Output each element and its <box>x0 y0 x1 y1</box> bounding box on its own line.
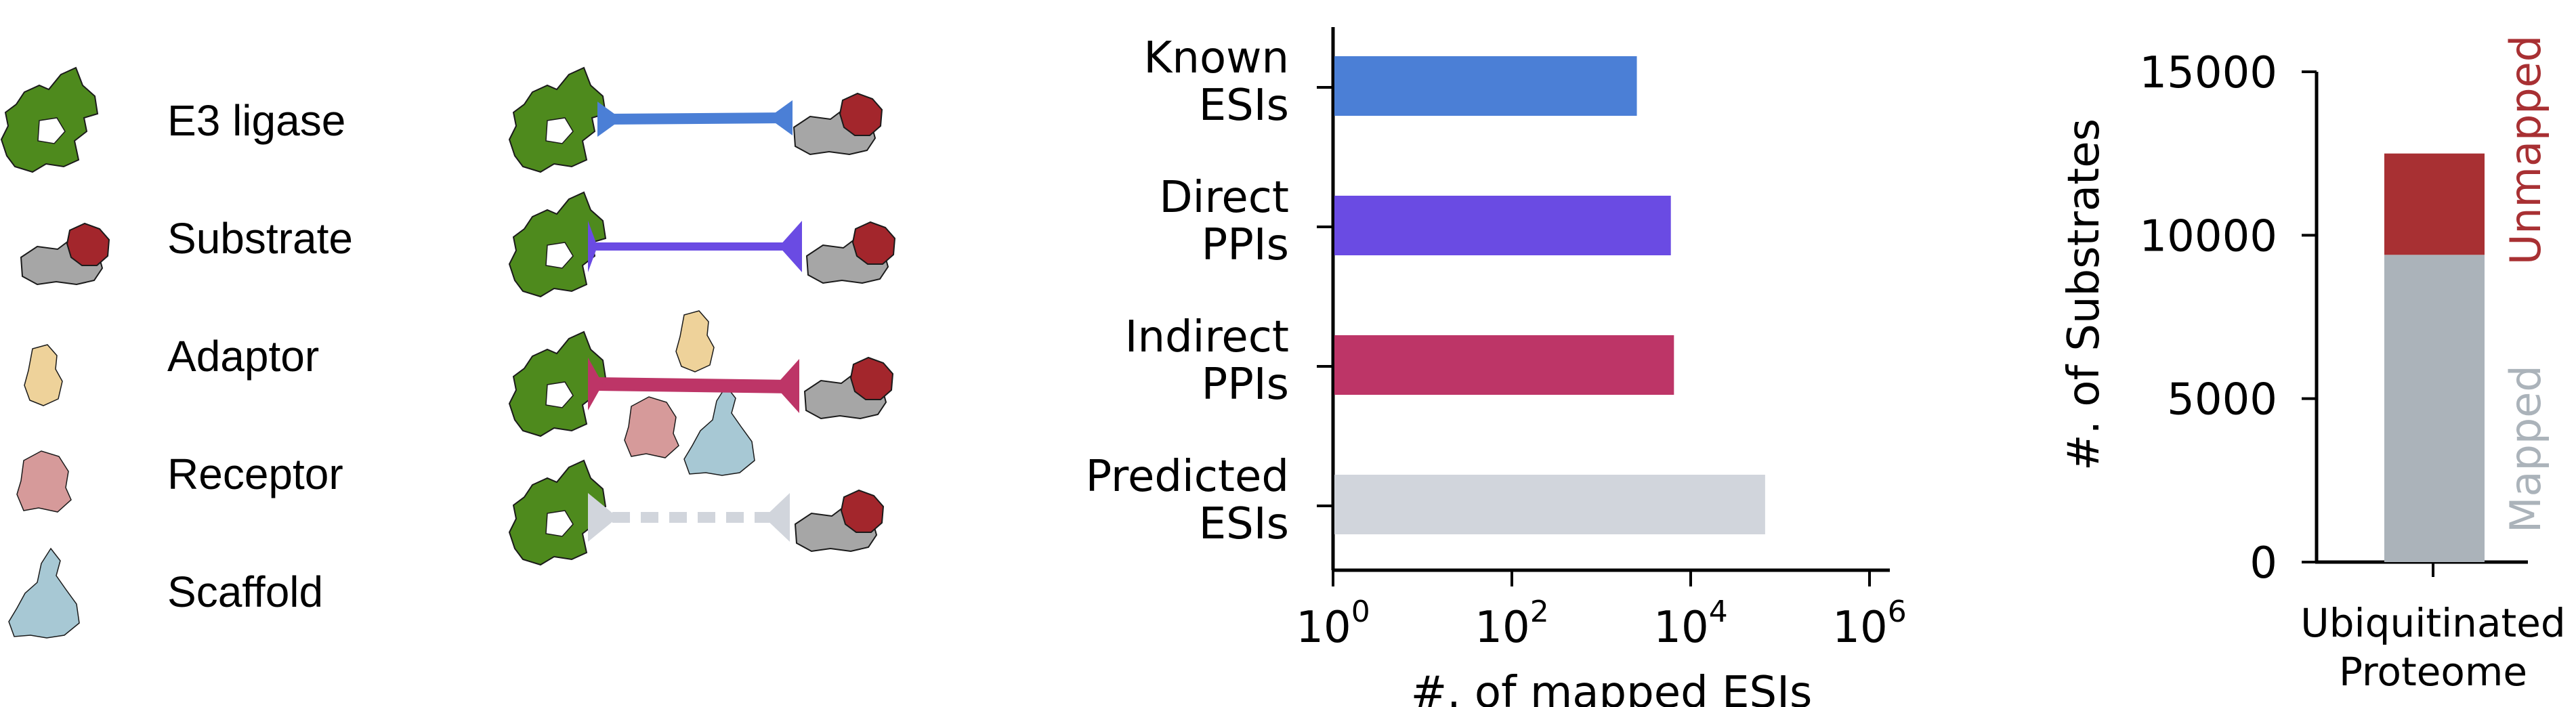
series-label-unmapped: Unmapped <box>2501 35 2550 265</box>
link-end-right <box>764 493 790 542</box>
x-tick-label: 100 <box>1296 595 1370 653</box>
x-tick-label-line1: Ubiquitinated <box>2300 600 2565 646</box>
link-end-right <box>779 221 802 272</box>
mapped-esis-chart: KnownESIsDirectPPIsIndirectPPIsPredicted… <box>1086 27 1907 707</box>
x-tick-label-line2: Proteome <box>2339 649 2527 695</box>
y-tick-label: 15000 <box>2139 48 2277 98</box>
y-tick-label: Known <box>1143 33 1289 83</box>
substrates-chart: 0 5000 10000 15000 #. of Substrates Ubiquit… <box>2059 35 2566 695</box>
substrate-icon <box>795 490 884 552</box>
x-axis-label: #. of mapped ESIs <box>1411 668 1813 707</box>
receptor-icon <box>624 396 679 458</box>
y-axis-label: #. of Substrates <box>2059 119 2109 471</box>
y-tick-label: 5000 <box>2167 375 2277 425</box>
known-esi-link <box>606 112 786 125</box>
legend-label-substrate: Substrate <box>167 214 353 263</box>
y-tick-label: Indirect <box>1125 312 1289 362</box>
bar <box>1334 335 1674 395</box>
y-tick-label: PPIs <box>1202 220 1289 270</box>
scaffold-icon <box>683 385 755 476</box>
adaptor-icon <box>675 310 715 372</box>
x-tick-label: 102 <box>1475 595 1548 653</box>
e3-ligase-icon <box>1 67 98 173</box>
y-tick-label: ESIs <box>1199 499 1289 549</box>
series-label-mapped: Mapped <box>2501 365 2550 533</box>
link-end-left <box>588 358 603 410</box>
legend-label-scaffold: Scaffold <box>167 567 324 616</box>
link-end-right <box>768 100 793 135</box>
y-tick-label: Predicted <box>1086 452 1289 502</box>
bar-mapped <box>2384 255 2485 562</box>
schematic-indirect-ppi <box>509 310 893 476</box>
link-end-left <box>588 493 618 542</box>
y-tick-label: ESIs <box>1199 81 1289 131</box>
x-tick-label: 104 <box>1653 595 1727 653</box>
y-tick-label: PPIs <box>1202 360 1289 410</box>
schematic-known-esi <box>509 67 883 173</box>
legend-label-adaptor: Adaptor <box>167 332 320 381</box>
receptor-icon <box>16 450 72 513</box>
y-tick-label: 0 <box>2250 538 2277 588</box>
scaffold-icon <box>8 548 80 639</box>
y-tick-label: 10000 <box>2139 211 2277 261</box>
indirect-ppi-link <box>595 377 792 393</box>
legend-label-receptor: Receptor <box>167 450 343 498</box>
schematic-predicted-esi <box>509 460 884 565</box>
bar <box>1334 196 1671 255</box>
bar <box>1334 475 1765 534</box>
substrate-icon <box>793 93 883 155</box>
bar <box>1334 56 1637 116</box>
schematic-direct-ppi <box>509 192 895 297</box>
substrate-icon <box>806 221 895 284</box>
substrate-icon <box>804 357 893 419</box>
substrate-icon <box>20 223 110 285</box>
adaptor-icon <box>24 344 63 406</box>
y-tick-label: Direct <box>1159 173 1289 223</box>
link-end-left <box>597 102 622 137</box>
link-end-left <box>588 221 597 272</box>
e3-ligase-icon <box>509 67 606 173</box>
x-tick-label: 106 <box>1832 595 1906 653</box>
link-end-right <box>775 359 799 413</box>
bar-unmapped <box>2384 153 2485 255</box>
legend-label-e3-ligase: E3 ligase <box>167 96 346 145</box>
